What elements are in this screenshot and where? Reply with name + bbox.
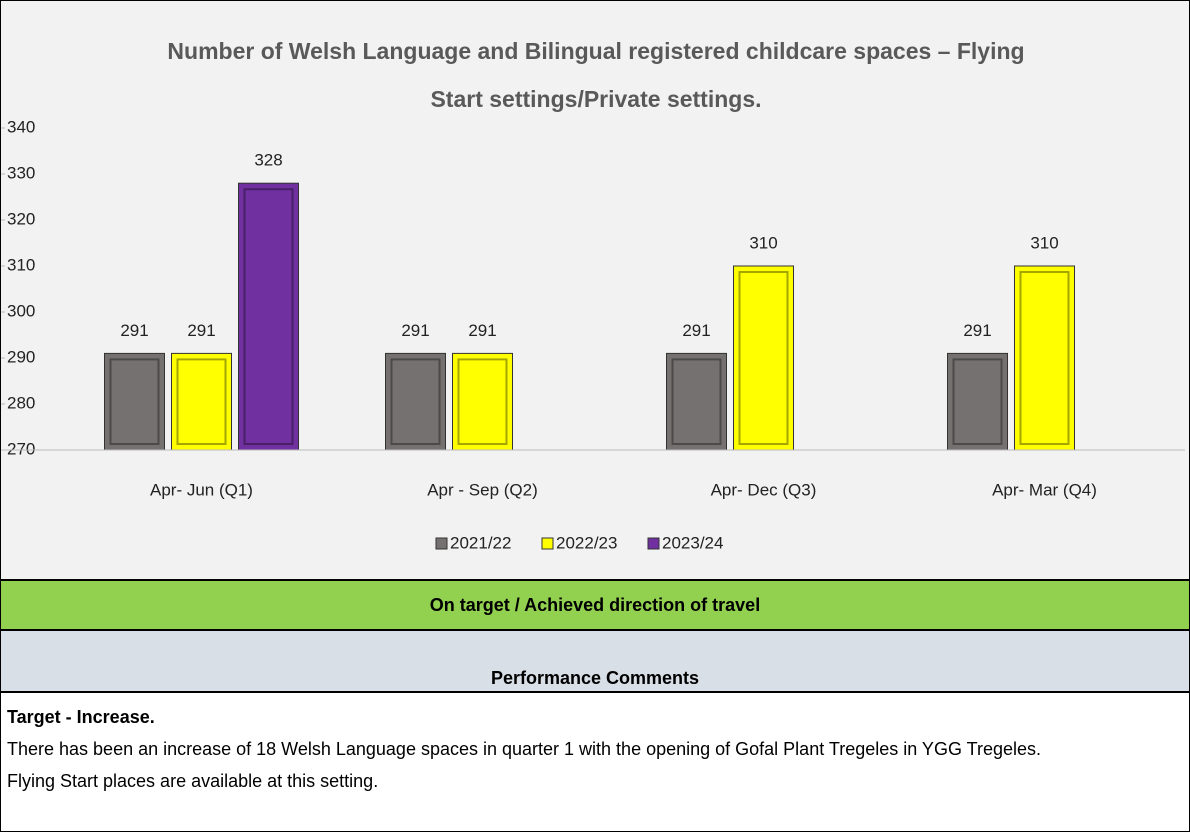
- y-tick-label: 340: [7, 117, 35, 136]
- comment-line: Flying Start places are available at thi…: [7, 771, 379, 791]
- comments-title: Target - Increase.: [7, 707, 155, 727]
- y-tick-label: 280: [7, 393, 35, 412]
- legend-label: 2022/23: [556, 533, 617, 552]
- bar: [238, 182, 299, 451]
- bar-bevel: [671, 358, 722, 445]
- comment-line: There has been an increase of 18 Welsh L…: [7, 739, 1041, 759]
- y-tick-label: 330: [7, 163, 35, 182]
- y-tick-label: 310: [7, 255, 35, 274]
- comments: Target - Increase. There has been an inc…: [7, 701, 1041, 797]
- legend-label: 2021/22: [450, 533, 511, 552]
- y-tick-label: 270: [7, 439, 35, 458]
- bar: [947, 352, 1008, 451]
- bar-bevel: [243, 188, 294, 445]
- bar: [666, 352, 727, 451]
- bar: [733, 265, 794, 451]
- bar-bevel: [109, 358, 160, 445]
- bar-bevel: [390, 358, 441, 445]
- legend-swatch: [435, 537, 448, 550]
- bar-bevel: [738, 271, 789, 445]
- y-tick-label: 290: [7, 347, 35, 366]
- comments-header: Performance Comments: [1, 629, 1189, 693]
- data-label: 291: [401, 321, 429, 340]
- data-label: 310: [1030, 233, 1058, 252]
- x-tick-label: Apr- Jun (Q1): [150, 480, 253, 499]
- data-label: 291: [468, 321, 496, 340]
- bar: [171, 352, 232, 451]
- legend-swatch: [647, 537, 660, 550]
- status-banner: On target / Achieved direction of travel: [1, 579, 1189, 629]
- legend-label: 2023/24: [662, 533, 723, 552]
- data-label: 291: [963, 321, 991, 340]
- data-label: 310: [749, 233, 777, 252]
- x-tick-label: Apr- Mar (Q4): [992, 480, 1097, 499]
- y-tick-label: 320: [7, 209, 35, 228]
- bar-bevel: [176, 358, 227, 445]
- bar: [104, 352, 165, 451]
- data-label: 291: [120, 321, 148, 340]
- y-tick-label: 300: [7, 301, 35, 320]
- bar: [1014, 265, 1075, 451]
- chart: 270 280 290 300 310 320 330 340 Apr- Jun (Q1) 291…: [1, 1, 1189, 579]
- data-label: 291: [682, 321, 710, 340]
- chart-background: [1, 1, 1189, 579]
- bar-bevel: [1019, 271, 1070, 445]
- legend-swatch: [541, 537, 554, 550]
- data-label: 291: [187, 321, 215, 340]
- data-label: 328: [254, 151, 282, 170]
- bar: [385, 352, 446, 451]
- bar-bevel: [952, 358, 1003, 445]
- x-tick-label: Apr- Dec (Q3): [711, 480, 817, 499]
- x-tick-label: Apr - Sep (Q2): [427, 480, 538, 499]
- bar: [452, 352, 513, 451]
- bar-bevel: [457, 358, 508, 445]
- chart-title: Number of Welsh Language and Bilingual r…: [167, 38, 1025, 112]
